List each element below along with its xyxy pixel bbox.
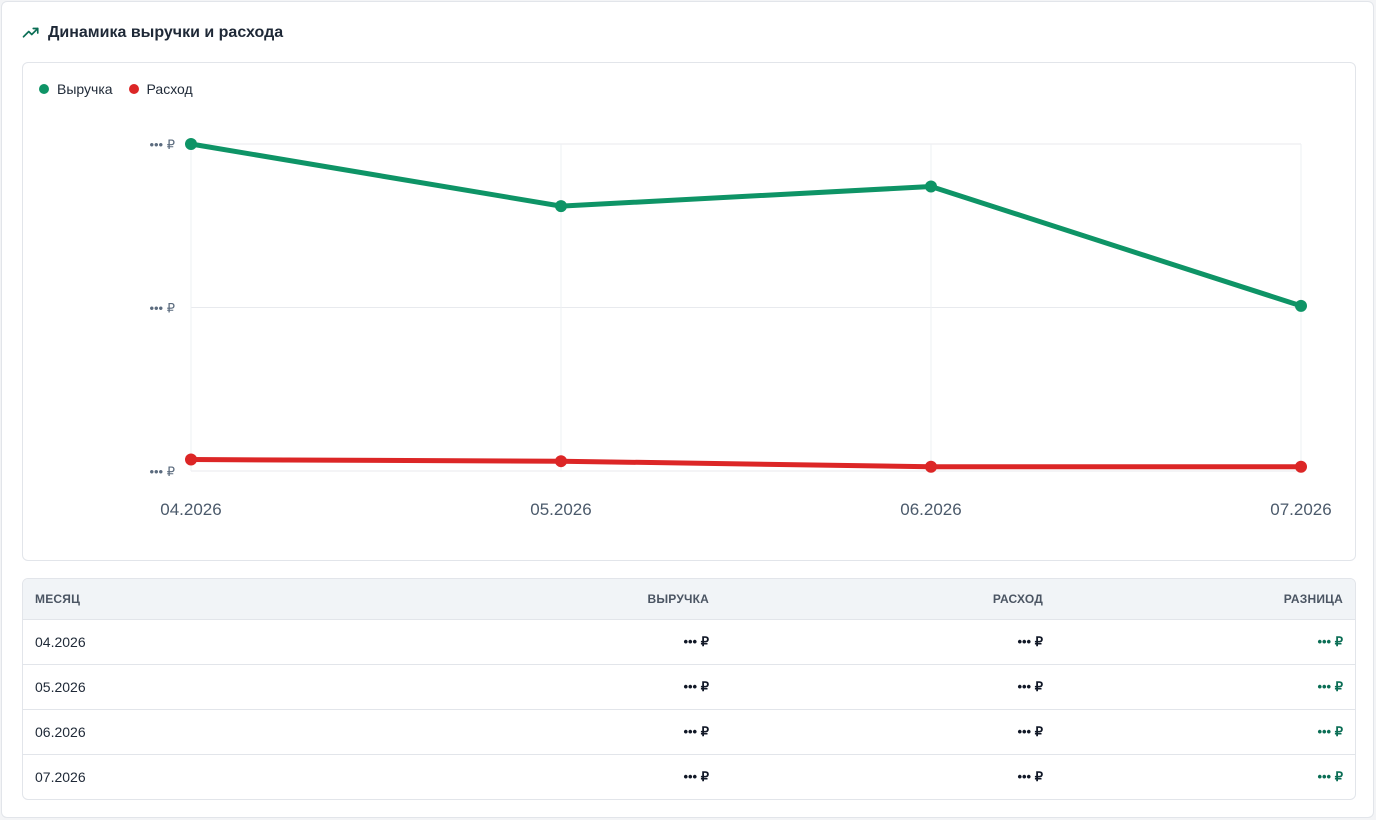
cell-month: 04.2026 <box>23 619 387 665</box>
cell-revenue: ••• ₽ <box>387 619 721 665</box>
data-point-expense <box>185 453 197 466</box>
cell-month: 06.2026 <box>23 709 387 755</box>
x-tick-label: 07.2026 <box>1270 500 1331 519</box>
x-tick-label: 06.2026 <box>900 500 961 519</box>
data-point-revenue <box>555 200 567 213</box>
data-point-revenue <box>1295 299 1307 312</box>
card-title: Динамика выручки и расхода <box>48 24 284 41</box>
monthly-table: МЕСЯЦ ВЫРУЧКА РАСХОД РАЗНИЦА 04.2026 •••… <box>23 579 1355 799</box>
cell-revenue: ••• ₽ <box>683 769 709 784</box>
header-expense: РАСХОД <box>721 579 1055 620</box>
header-diff: РАЗНИЦА <box>1055 579 1355 620</box>
cell-expense: ••• ₽ <box>721 664 1055 710</box>
y-tick-label: ••• ₽ <box>149 137 175 152</box>
cell-diff: ••• ₽ <box>1055 619 1355 665</box>
x-tick-label: 05.2026 <box>530 500 591 519</box>
legend-item-revenue[interactable]: Выручка <box>39 81 113 97</box>
data-point-expense <box>555 455 567 468</box>
legend-label-revenue: Выручка <box>57 81 113 97</box>
cell-diff: ••• ₽ <box>1317 769 1343 784</box>
data-point-revenue <box>925 180 937 193</box>
legend-dot-revenue <box>39 84 49 94</box>
cell-diff: ••• ₽ <box>1055 664 1355 710</box>
y-tick-label: ••• ₽ <box>149 464 175 479</box>
table-row: 06.2026 ••• ₽ ••• ₽ ••• ₽ <box>23 709 1355 755</box>
chart-legend: Выручка Расход <box>39 81 193 97</box>
cell-expense: ••• ₽ <box>1017 769 1043 784</box>
legend-label-expense: Расход <box>146 81 193 97</box>
table-row: 04.2026 ••• ₽ ••• ₽ ••• ₽ <box>23 619 1355 665</box>
data-point-revenue <box>185 138 197 150</box>
data-point-expense <box>1295 460 1307 473</box>
monthly-table-container: МЕСЯЦ ВЫРУЧКА РАСХОД РАЗНИЦА 04.2026 •••… <box>22 578 1356 800</box>
table-header-row: МЕСЯЦ ВЫРУЧКА РАСХОД РАЗНИЦА <box>23 579 1355 620</box>
cell-revenue: ••• ₽ <box>387 664 721 710</box>
x-tick-label: 04.2026 <box>160 500 221 519</box>
cell-diff: ••• ₽ <box>1055 709 1355 755</box>
series-line-expense <box>188 457 1304 470</box>
cell-revenue: ••• ₽ <box>387 709 721 755</box>
legend-dot-expense <box>128 84 139 94</box>
cell-month: 05.2026 <box>23 664 387 710</box>
header-revenue: ВЫРУЧКА <box>387 579 721 620</box>
trending-up-icon <box>22 24 40 42</box>
cell-expense: ••• ₽ <box>721 619 1055 665</box>
data-point-expense <box>925 460 937 473</box>
header-month: МЕСЯЦ <box>23 579 387 620</box>
cell-month: 07.2026 <box>35 769 86 785</box>
legend-item-expense[interactable]: Расход <box>128 81 193 97</box>
cell-expense: ••• ₽ <box>721 709 1055 755</box>
y-tick-label: ••• ₽ <box>149 301 175 316</box>
table-row: 07.2026 ••• ₽ ••• ₽ ••• ₽ <box>23 755 1355 800</box>
line-chart: ••• ₽ ••• ₽ ••• ₽ 04.2026 05.2026 06.2026 07.2… <box>149 137 1331 519</box>
table-row: 05.2026 ••• ₽ ••• ₽ ••• ₽ <box>23 664 1355 710</box>
series-line-revenue <box>188 141 1304 309</box>
card-header: Динамика выручки и расхода <box>22 24 283 42</box>
chart-container: Выручка Расход ••• ₽ ••• ₽ ••• ₽ 04.2026 05.… <box>22 62 1356 561</box>
